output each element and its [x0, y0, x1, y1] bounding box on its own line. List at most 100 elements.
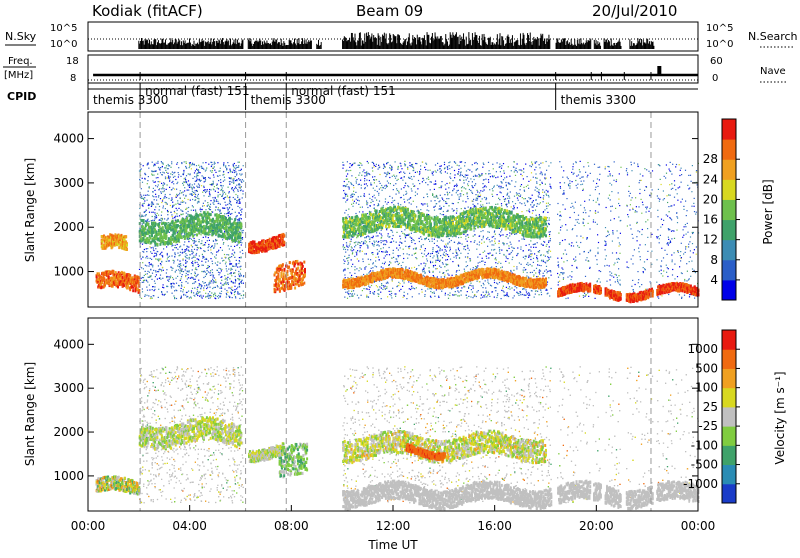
- rti-cell: [151, 220, 152, 221]
- rti-cell: [687, 185, 688, 186]
- rti-cell: [467, 183, 468, 184]
- rti-cell: [513, 166, 514, 167]
- rti-cell: [683, 235, 684, 236]
- rti-cell: [476, 169, 477, 170]
- rti-cell: [197, 291, 198, 292]
- rti-cell: [491, 255, 492, 256]
- rti-cell: [474, 294, 475, 295]
- rti-cell: [561, 216, 562, 217]
- rti-cell: [221, 213, 222, 214]
- rti-cell: [526, 291, 527, 292]
- rti-cell: [174, 283, 175, 284]
- rti-cell: [671, 231, 672, 232]
- rti-cell: [371, 268, 372, 269]
- rti-cell: [154, 289, 155, 290]
- rti-cell: [171, 267, 172, 268]
- rti-cell: [423, 267, 424, 268]
- rti-cell: [380, 248, 381, 249]
- rti-cell: [393, 253, 394, 254]
- rti-cell: [589, 199, 590, 200]
- rti-cell: [240, 251, 241, 252]
- rti-cell: [476, 200, 477, 201]
- rti-cell: [582, 184, 583, 185]
- rti-cell: [530, 259, 531, 260]
- rti-cell: [387, 181, 388, 182]
- rti-cell: [229, 248, 230, 249]
- rti-cell: [525, 295, 526, 296]
- rti-cell: [372, 201, 373, 202]
- rti-cell: [211, 172, 212, 173]
- rti-cell: [373, 236, 374, 237]
- rti-cell: [503, 290, 504, 291]
- rti-cell: [165, 178, 166, 179]
- rti-cell: [176, 283, 177, 284]
- rti-cell: [381, 185, 382, 186]
- rti-cell: [455, 255, 456, 256]
- rti-cell: [158, 204, 159, 205]
- rti-cell: [150, 258, 151, 259]
- rti-cell: [488, 162, 489, 163]
- rti-cell: [471, 171, 472, 172]
- rti-cell: [628, 191, 629, 192]
- rti-cell: [175, 196, 176, 197]
- rti-cell: [380, 183, 381, 184]
- rti-cell: [489, 253, 490, 254]
- rti-cell: [458, 287, 459, 288]
- rti-cell: [576, 162, 577, 163]
- rti-cell: [449, 161, 450, 162]
- rti-cell: [666, 272, 667, 273]
- rti-cell: [230, 270, 231, 271]
- rti-cell: [346, 242, 347, 243]
- rti-cell: [152, 202, 153, 203]
- rti-cell: [499, 164, 500, 165]
- rti-cell: [167, 177, 168, 178]
- rti-cell: [146, 251, 147, 252]
- rti-cell: [369, 194, 370, 195]
- rti-cell: [501, 168, 502, 169]
- rti-cell: [661, 270, 662, 271]
- rti-cell: [674, 197, 675, 198]
- rti-cell: [540, 163, 541, 164]
- rti-cell: [391, 293, 392, 294]
- rti-cell: [233, 197, 234, 198]
- rti-cell: [680, 201, 681, 202]
- rti-cell: [448, 187, 449, 188]
- rti-cell: [348, 186, 349, 187]
- rti-cell: [174, 211, 175, 212]
- rti-cell: [208, 237, 209, 238]
- rti-cell: [169, 165, 170, 166]
- rti-cell: [239, 279, 240, 280]
- rti-cell: [486, 186, 487, 187]
- rti-cell: [228, 254, 229, 255]
- rti-cell: [214, 164, 215, 165]
- rti-cell: [191, 164, 192, 165]
- rti-cell: [607, 166, 608, 167]
- rti-cell: [439, 187, 440, 188]
- rti-cell: [351, 291, 352, 292]
- rti-cell: [401, 188, 402, 189]
- rti-cell: [187, 271, 188, 272]
- rti-cell: [144, 203, 145, 204]
- rti-cell: [461, 295, 462, 296]
- rti-cell: [436, 289, 437, 290]
- rti-cell: [190, 194, 191, 195]
- rti-cell: [343, 269, 344, 270]
- rti-cell: [440, 171, 441, 172]
- rti-cell: [466, 261, 467, 262]
- rti-cell: [579, 253, 580, 254]
- rti-cell: [385, 198, 386, 199]
- rti-cell: [210, 247, 211, 248]
- rti-cell: [354, 256, 355, 257]
- rti-cell: [344, 274, 345, 275]
- rti-cell: [182, 252, 183, 253]
- rti-cell: [484, 197, 485, 198]
- rti-cell: [220, 194, 221, 195]
- rti-cell: [168, 198, 169, 199]
- rti-cell: [549, 217, 550, 218]
- rti-cell: [584, 207, 585, 208]
- rti-cell: [213, 168, 214, 169]
- rti-cell: [398, 192, 399, 193]
- rti-cell: [660, 179, 661, 180]
- rti-cell: [632, 209, 633, 210]
- rti-cell: [533, 276, 534, 277]
